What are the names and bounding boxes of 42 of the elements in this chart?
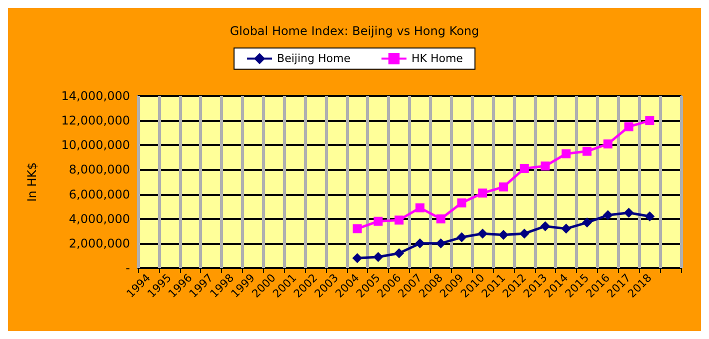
y-tick-label: 10,000,000: [61, 138, 130, 152]
chart-title: Global Home Index: Beijing vs Hong Kong: [230, 24, 480, 38]
y-tick-label: 2,000,000: [68, 236, 130, 250]
y-axis-title: In HK$: [25, 162, 39, 202]
point: [394, 248, 404, 258]
y-tick-label: 12,000,000: [61, 114, 130, 128]
point: [624, 122, 634, 132]
point: [498, 230, 508, 240]
y-tick-label: 8,000,000: [68, 162, 130, 177]
point: [352, 253, 362, 264]
point: [456, 232, 467, 242]
y-tick-label: 4,000,000: [68, 212, 130, 226]
point: [498, 182, 508, 192]
point: [603, 139, 612, 148]
point: [624, 208, 634, 218]
y-tick-label: 6,000,000: [68, 187, 130, 202]
point: [602, 210, 613, 220]
legend-label: HK Home: [411, 52, 464, 66]
point: [562, 149, 571, 158]
point: [394, 216, 404, 225]
point: [436, 238, 446, 248]
point: [645, 116, 654, 126]
point: [561, 224, 572, 234]
y-tick-label: -: [126, 261, 130, 275]
point: [478, 228, 488, 239]
point: [478, 188, 488, 198]
point: [415, 203, 424, 212]
legend-label: Beijing Home: [277, 52, 351, 66]
point: [373, 252, 384, 262]
point: [374, 216, 383, 226]
point: [540, 162, 550, 171]
point: [644, 211, 655, 222]
point: [436, 214, 446, 224]
point: [352, 224, 362, 234]
point: [457, 198, 466, 208]
y-tick-label: 14,000,000: [61, 89, 130, 103]
point: [582, 146, 592, 156]
point: [414, 238, 425, 248]
point: [582, 218, 592, 228]
point: [519, 228, 530, 239]
point: [540, 221, 550, 232]
point: [520, 164, 529, 173]
